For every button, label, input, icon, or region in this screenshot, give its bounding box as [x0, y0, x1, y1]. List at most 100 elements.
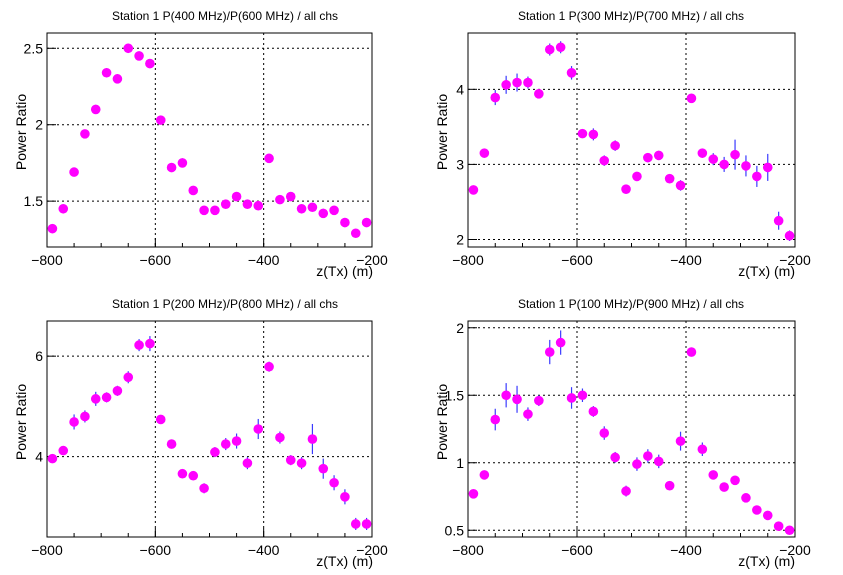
- panel-3-xtick-label: −800: [31, 542, 63, 558]
- panel-4-data-point: [773, 521, 784, 531]
- panel-4-data-point: [599, 428, 610, 438]
- panel-4-data-point: [708, 470, 719, 480]
- panel-4-data-point: [523, 409, 533, 419]
- panel-2-data-point: [686, 93, 697, 104]
- panel-4-data-point: [577, 390, 588, 401]
- panel-1-data-point: [69, 167, 79, 177]
- panel-4-data-point: [653, 456, 664, 467]
- panel-3-data-point: [166, 439, 177, 449]
- panel-2-data-point: [468, 185, 479, 195]
- panel-2-data-point: [730, 149, 740, 160]
- panel-2-data-point: [534, 89, 544, 99]
- panel-2-data-point: [752, 171, 762, 182]
- panel-3-data-point: [361, 519, 372, 529]
- panel-4-ytick-label: 0.5: [445, 522, 465, 538]
- panel-1-data-point: [285, 191, 296, 202]
- panel-2-ytick-label: 4: [456, 81, 464, 97]
- panel-2: Station 1 P(300 MHz)/P(700 MHz) / all ch…: [434, 9, 811, 279]
- panel-3-data-point: [220, 439, 231, 449]
- panel-1-data-point: [275, 194, 285, 205]
- panel-1-data-point: [80, 129, 90, 139]
- panel-1-data-point: [199, 205, 209, 216]
- panel-3-xtick-label: −200: [356, 542, 388, 558]
- panel-4-data-point: [534, 395, 544, 406]
- panel-3-title: Station 1 P(200 MHz)/P(800 MHz) / all ch…: [112, 297, 338, 311]
- panel-2-data-point: [512, 77, 522, 88]
- panel-1-data-point: [231, 191, 242, 202]
- panel-4: Station 1 P(100 MHz)/P(900 MHz) / all ch…: [434, 297, 811, 569]
- panel-1-data-point: [350, 228, 361, 239]
- panel-3-data-point: [318, 463, 329, 474]
- panel-1-data-point: [361, 217, 372, 228]
- panel-3-data-point: [329, 477, 339, 488]
- panel-2-xtick-label: −400: [670, 252, 702, 268]
- panel-3-data-point: [123, 372, 134, 383]
- panel-3-data-point: [112, 386, 123, 396]
- panel-1-ytick-label: 2: [35, 117, 43, 133]
- panel-3-data-point: [69, 417, 79, 427]
- panel-3-xlabel: z(Tx) (m): [316, 553, 373, 569]
- panel-3-data-point: [47, 453, 58, 464]
- panel-2-data-point: [621, 184, 631, 194]
- panel-2-data-point: [555, 42, 566, 53]
- panel-3: Station 1 P(200 MHz)/P(800 MHz) / all ch…: [13, 297, 388, 569]
- panel-4-data-point: [544, 347, 555, 357]
- panel-1-data-point: [155, 115, 166, 125]
- panel-4-data-point: [686, 347, 697, 357]
- panel-3-frame: [46, 320, 373, 538]
- panel-1-data-point: [90, 104, 101, 115]
- panel-4-data-point: [752, 505, 762, 515]
- panel-3-data-point: [307, 434, 318, 444]
- panel-3-data-point: [80, 411, 90, 422]
- panel-3-data-point: [58, 445, 69, 456]
- panel-4-title: Station 1 P(100 MHz)/P(900 MHz) / all ch…: [518, 297, 744, 311]
- panel-2-data-point: [544, 44, 555, 55]
- panel-4-xtick-label: −400: [670, 542, 702, 558]
- panel-1-xtick-label: −200: [356, 252, 388, 268]
- panel-1-data-point: [307, 202, 318, 213]
- panel-3-data-point: [199, 483, 209, 494]
- panel-1-ytick-label: 1.5: [24, 193, 44, 209]
- panel-2-data-point: [741, 161, 751, 171]
- panel-1-data-point: [253, 200, 264, 211]
- panel-2-data-point: [653, 150, 664, 161]
- panel-4-xtick-label: −200: [779, 542, 811, 558]
- panel-3-data-point: [275, 432, 285, 443]
- panel-1-data-point: [47, 223, 58, 234]
- panel-1-plot-area: −800 −600 −400 −200 1.5 2 2.5: [24, 32, 388, 268]
- panel-4-frame: [467, 320, 796, 538]
- panel-1-data-point: [210, 205, 220, 216]
- panel-2-data-point: [523, 77, 533, 88]
- panel-2-data-point: [697, 148, 708, 158]
- panel-4-xlabel: z(Tx) (m): [738, 553, 795, 569]
- panel-3-data-point: [264, 361, 274, 372]
- panel-1-data-point: [134, 51, 144, 61]
- panel-1-data-point: [318, 208, 329, 219]
- panel-4-data-point: [512, 394, 522, 405]
- panel-1-title: Station 1 P(400 MHz)/P(600 MHz) / all ch…: [112, 9, 338, 23]
- panel-2-frame: [467, 32, 796, 248]
- panel-3-data-point: [350, 519, 361, 529]
- panel-4-ytick-label: 2: [456, 320, 464, 336]
- panel-1-data-point: [112, 74, 123, 84]
- panel-3-ytick-label: 4: [35, 449, 43, 465]
- panel-3-data-point: [145, 338, 155, 349]
- panel-3-data-point: [231, 436, 242, 446]
- panel-1-ytick-label: 2.5: [24, 40, 44, 56]
- panel-2-data-point: [479, 148, 490, 158]
- panel-2-data-point: [610, 140, 620, 151]
- panel-1-data-point: [101, 67, 112, 78]
- panel-1-data-point: [58, 203, 69, 214]
- panel-1-xtick-label: −600: [140, 252, 172, 268]
- panel-2-data-point: [762, 162, 773, 173]
- panel-1-data-point: [166, 162, 177, 173]
- panel-2-xtick-label: −800: [452, 252, 484, 268]
- panel-4-data-point: [490, 414, 501, 425]
- panel-1-xtick-label: −400: [248, 252, 280, 268]
- panel-1: Station 1 P(400 MHz)/P(600 MHz) / all ch…: [13, 9, 388, 279]
- panel-4-ytick-label: 1: [456, 455, 464, 471]
- panel-3-data-point: [188, 470, 199, 481]
- panel-1-xtick-label: −800: [31, 252, 63, 268]
- panel-3-data-point: [155, 414, 166, 425]
- panel-4-data-point: [784, 525, 795, 536]
